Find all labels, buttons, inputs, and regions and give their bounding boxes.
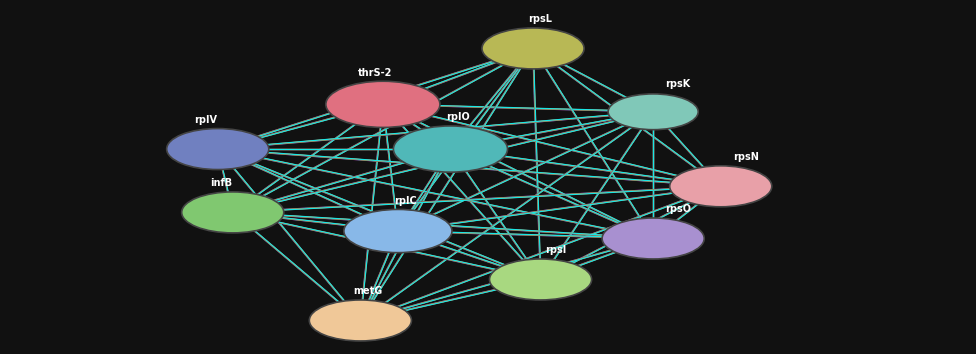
Text: rpsO: rpsO — [666, 204, 691, 214]
Ellipse shape — [393, 126, 508, 172]
Ellipse shape — [344, 210, 452, 253]
Ellipse shape — [602, 218, 705, 259]
Ellipse shape — [490, 259, 591, 300]
Text: rpsN: rpsN — [733, 152, 758, 162]
Text: infB: infB — [210, 178, 231, 188]
Text: rplV: rplV — [194, 115, 218, 125]
Ellipse shape — [670, 166, 772, 207]
Ellipse shape — [182, 192, 284, 233]
Ellipse shape — [326, 81, 440, 127]
Text: rpsK: rpsK — [666, 79, 690, 90]
Text: rplO: rplO — [446, 112, 469, 122]
Text: thrS-2: thrS-2 — [358, 68, 392, 78]
Text: rpsI: rpsI — [545, 245, 566, 255]
Text: rplC: rplC — [394, 196, 417, 206]
Ellipse shape — [482, 28, 584, 69]
Ellipse shape — [167, 129, 268, 170]
Ellipse shape — [608, 94, 698, 130]
Text: rpsL: rpsL — [529, 14, 552, 24]
Ellipse shape — [309, 300, 412, 341]
Text: metG: metG — [353, 286, 383, 296]
